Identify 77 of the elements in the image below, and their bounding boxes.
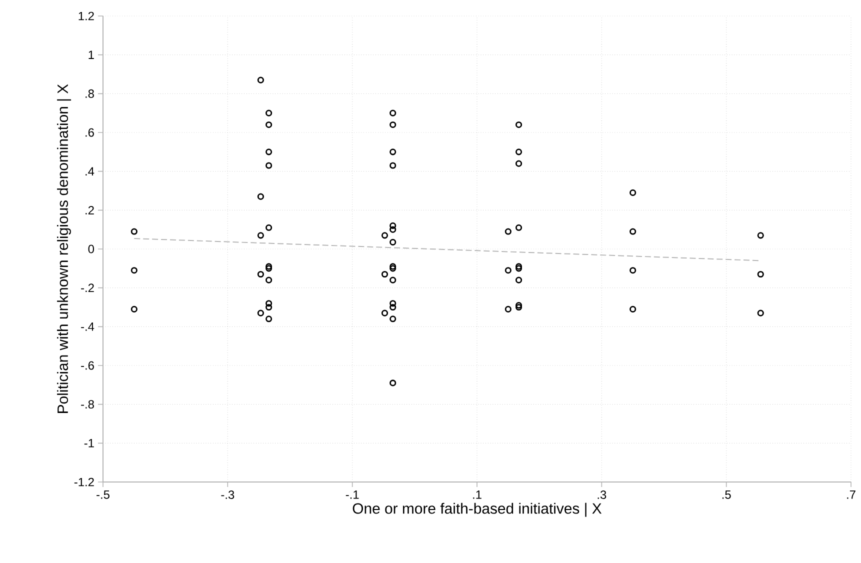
point: [257, 193, 264, 200]
point: [381, 310, 388, 316]
x-tick-label: -.5: [96, 490, 110, 499]
x-tick-label: .7: [847, 490, 856, 499]
point: [630, 267, 636, 274]
point: [266, 224, 272, 231]
point: [515, 302, 522, 309]
point: [390, 316, 396, 322]
point: [630, 189, 636, 196]
point: [381, 232, 388, 239]
x-tick-label: .3: [598, 490, 606, 499]
y-tick-label: -1: [84, 439, 94, 448]
x-tick-label: -.1: [346, 490, 359, 499]
point: [515, 263, 522, 270]
point: [266, 121, 272, 128]
point: [390, 162, 396, 169]
point: [130, 228, 138, 235]
point: [266, 162, 272, 169]
y-tick-label: -1.2: [74, 478, 94, 486]
point: [257, 76, 264, 84]
point: [266, 263, 272, 270]
y-tick-label: -.4: [81, 322, 94, 331]
x-tick-label: -.3: [221, 490, 234, 499]
y-tick-label: -.2: [81, 284, 94, 292]
point: [390, 121, 396, 128]
y-tick-label: .8: [86, 89, 94, 98]
y-tick-label: 1: [88, 50, 94, 59]
point: [266, 265, 272, 272]
point: [390, 226, 396, 233]
x-axis-title: One or more faith-based initiatives | X: [352, 502, 602, 517]
point: [515, 265, 522, 272]
point: [130, 306, 138, 312]
point: [390, 148, 396, 156]
point: [757, 232, 764, 239]
y-tick-label: 0: [88, 244, 94, 254]
point: [266, 148, 272, 156]
point: [390, 222, 396, 229]
point: [257, 310, 264, 316]
x-tick-label: .1: [473, 490, 482, 499]
point: [381, 270, 388, 278]
point: [266, 304, 272, 311]
x-tick-label: .5: [722, 490, 731, 499]
point: [390, 265, 396, 272]
point: [390, 276, 396, 284]
point: [390, 380, 396, 386]
point: [757, 310, 764, 316]
point: [266, 110, 272, 116]
y-axis-title: Politician with unknown religious denomination | X: [57, 84, 72, 413]
point: [266, 316, 272, 322]
point: [515, 160, 522, 167]
point: [515, 276, 522, 284]
point: [390, 110, 396, 116]
point: [515, 148, 522, 156]
point: [266, 276, 272, 284]
y-tick-label: .6: [86, 128, 94, 137]
point: [504, 228, 512, 235]
point: [515, 224, 522, 231]
point: [504, 306, 512, 312]
point: [390, 263, 396, 270]
y-tick-label: .2: [86, 206, 94, 214]
point: [630, 306, 636, 312]
point: [504, 267, 512, 274]
point: [515, 121, 522, 128]
point: [257, 270, 264, 278]
point: [257, 232, 264, 239]
point: [390, 304, 396, 311]
point: [266, 300, 272, 307]
point: [390, 238, 396, 246]
y-tick-label: .4: [86, 167, 94, 176]
point: [515, 304, 522, 311]
point: [130, 267, 138, 274]
point: [757, 270, 764, 278]
y-tick-label: -.6: [81, 361, 94, 370]
y-tick-label: 1.2: [78, 12, 94, 20]
point: [390, 300, 396, 307]
y-tick-label: -.8: [81, 400, 94, 409]
point: [630, 228, 636, 235]
